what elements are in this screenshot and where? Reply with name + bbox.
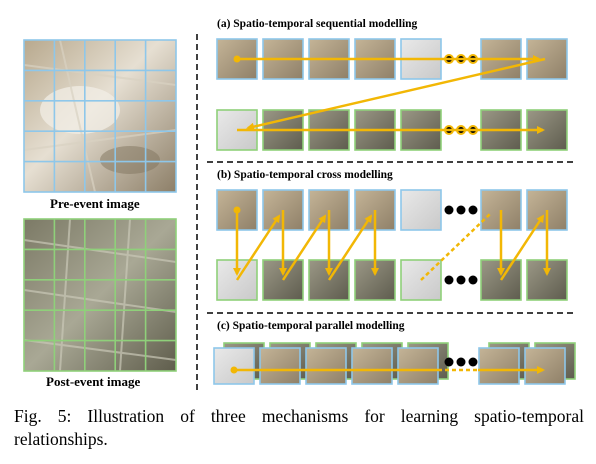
cross-ellipsis (444, 205, 478, 285)
section-b-title: (b) Spatio-temporal cross modelling (217, 169, 393, 181)
post-event-image (23, 218, 177, 372)
figure-caption: Fig. 5: Illustration of three mechanisms… (14, 405, 584, 451)
post-event-label: Post-event image (46, 374, 141, 389)
parallel-stacks (213, 342, 576, 385)
parallel-arrow (230, 366, 545, 374)
cross-post-row (216, 259, 568, 301)
caption-prefix: Fig. 5: (14, 406, 72, 426)
sequential-ellipsis (444, 54, 478, 135)
caption-text: Illustration of three mechanisms for lea… (14, 406, 584, 449)
sequential-post-row (216, 109, 568, 151)
section-a-title: (a) Spatio-temporal sequential modelling (217, 18, 418, 30)
section-c-title: (c) Spatio-temporal parallel modelling (217, 320, 405, 332)
pre-event-label: Pre-event image (50, 196, 140, 211)
parallel-ellipsis (444, 357, 478, 367)
cross-pre-row (216, 189, 568, 231)
pre-event-image (23, 39, 177, 193)
cross-arrows (233, 206, 551, 281)
sequential-arrows (233, 55, 546, 134)
